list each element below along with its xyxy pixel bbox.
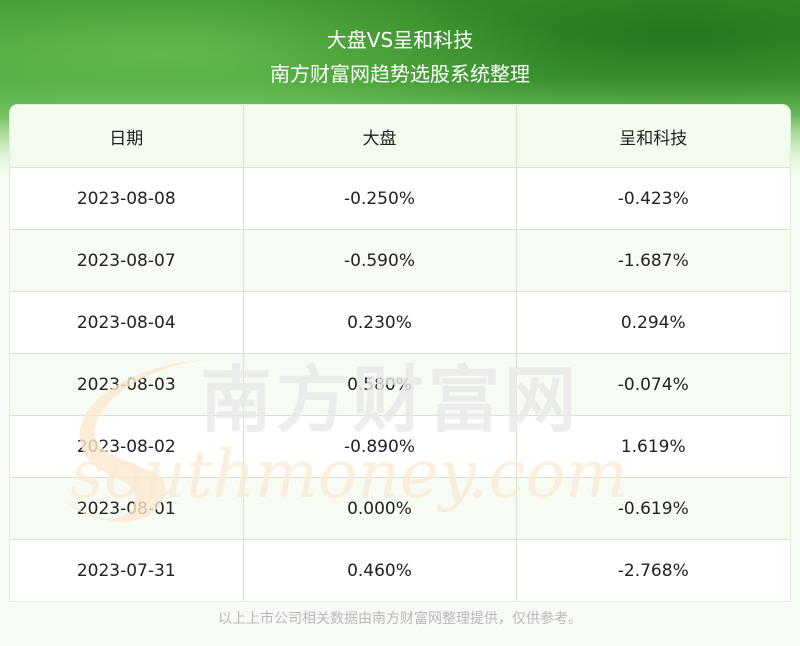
- column-header-date: 日期: [10, 105, 244, 168]
- cell-stock: 1.619%: [516, 415, 790, 478]
- cell-market: 0.580%: [243, 353, 517, 416]
- cell-date: 2023-08-02: [10, 415, 244, 478]
- table-row: 2023-08-07 -0.590% -1.687%: [10, 229, 790, 292]
- table-row: 2023-08-04 0.230% 0.294%: [10, 291, 790, 354]
- page-subtitle: 南方财富网趋势选股系统整理: [270, 62, 530, 86]
- table-row: 2023-08-08 -0.250% -0.423%: [10, 167, 790, 230]
- cell-date: 2023-08-07: [10, 229, 244, 292]
- table-row: 2023-08-01 0.000% -0.619%: [10, 477, 790, 540]
- cell-date: 2023-08-08: [10, 167, 244, 230]
- cell-stock: -2.768%: [516, 539, 790, 601]
- table-row: 2023-08-02 -0.890% 1.619%: [10, 415, 790, 478]
- cell-market: 0.230%: [243, 291, 517, 354]
- comparison-table-card: 日期 大盘 呈和科技 2023-08-08 -0.250% -0.423% 20…: [10, 105, 790, 601]
- cell-market: 0.460%: [243, 539, 517, 601]
- table-row: 2023-07-31 0.460% -2.768%: [10, 539, 790, 601]
- cell-stock: -1.687%: [516, 229, 790, 292]
- cell-market: -0.590%: [243, 229, 517, 292]
- cell-market: 0.000%: [243, 477, 517, 540]
- page-title: 大盘VS呈和科技: [326, 28, 474, 52]
- cell-date: 2023-08-01: [10, 477, 244, 540]
- table-header-row: 日期 大盘 呈和科技: [10, 105, 790, 168]
- cell-date: 2023-07-31: [10, 539, 244, 601]
- comparison-table: 日期 大盘 呈和科技 2023-08-08 -0.250% -0.423% 20…: [10, 105, 790, 601]
- table-row: 2023-08-03 0.580% -0.074%: [10, 353, 790, 416]
- cell-stock: -0.423%: [516, 167, 790, 230]
- cell-date: 2023-08-03: [10, 353, 244, 416]
- cell-market: -0.250%: [243, 167, 517, 230]
- cell-stock: -0.074%: [516, 353, 790, 416]
- footer-note: 以上上市公司相关数据由南方财富网整理提供，仅供参考。: [218, 611, 582, 627]
- cell-market: -0.890%: [243, 415, 517, 478]
- cell-stock: 0.294%: [516, 291, 790, 354]
- cell-date: 2023-08-04: [10, 291, 244, 354]
- column-header-market: 大盘: [243, 105, 517, 168]
- cell-stock: -0.619%: [516, 477, 790, 540]
- column-header-stock: 呈和科技: [516, 105, 790, 168]
